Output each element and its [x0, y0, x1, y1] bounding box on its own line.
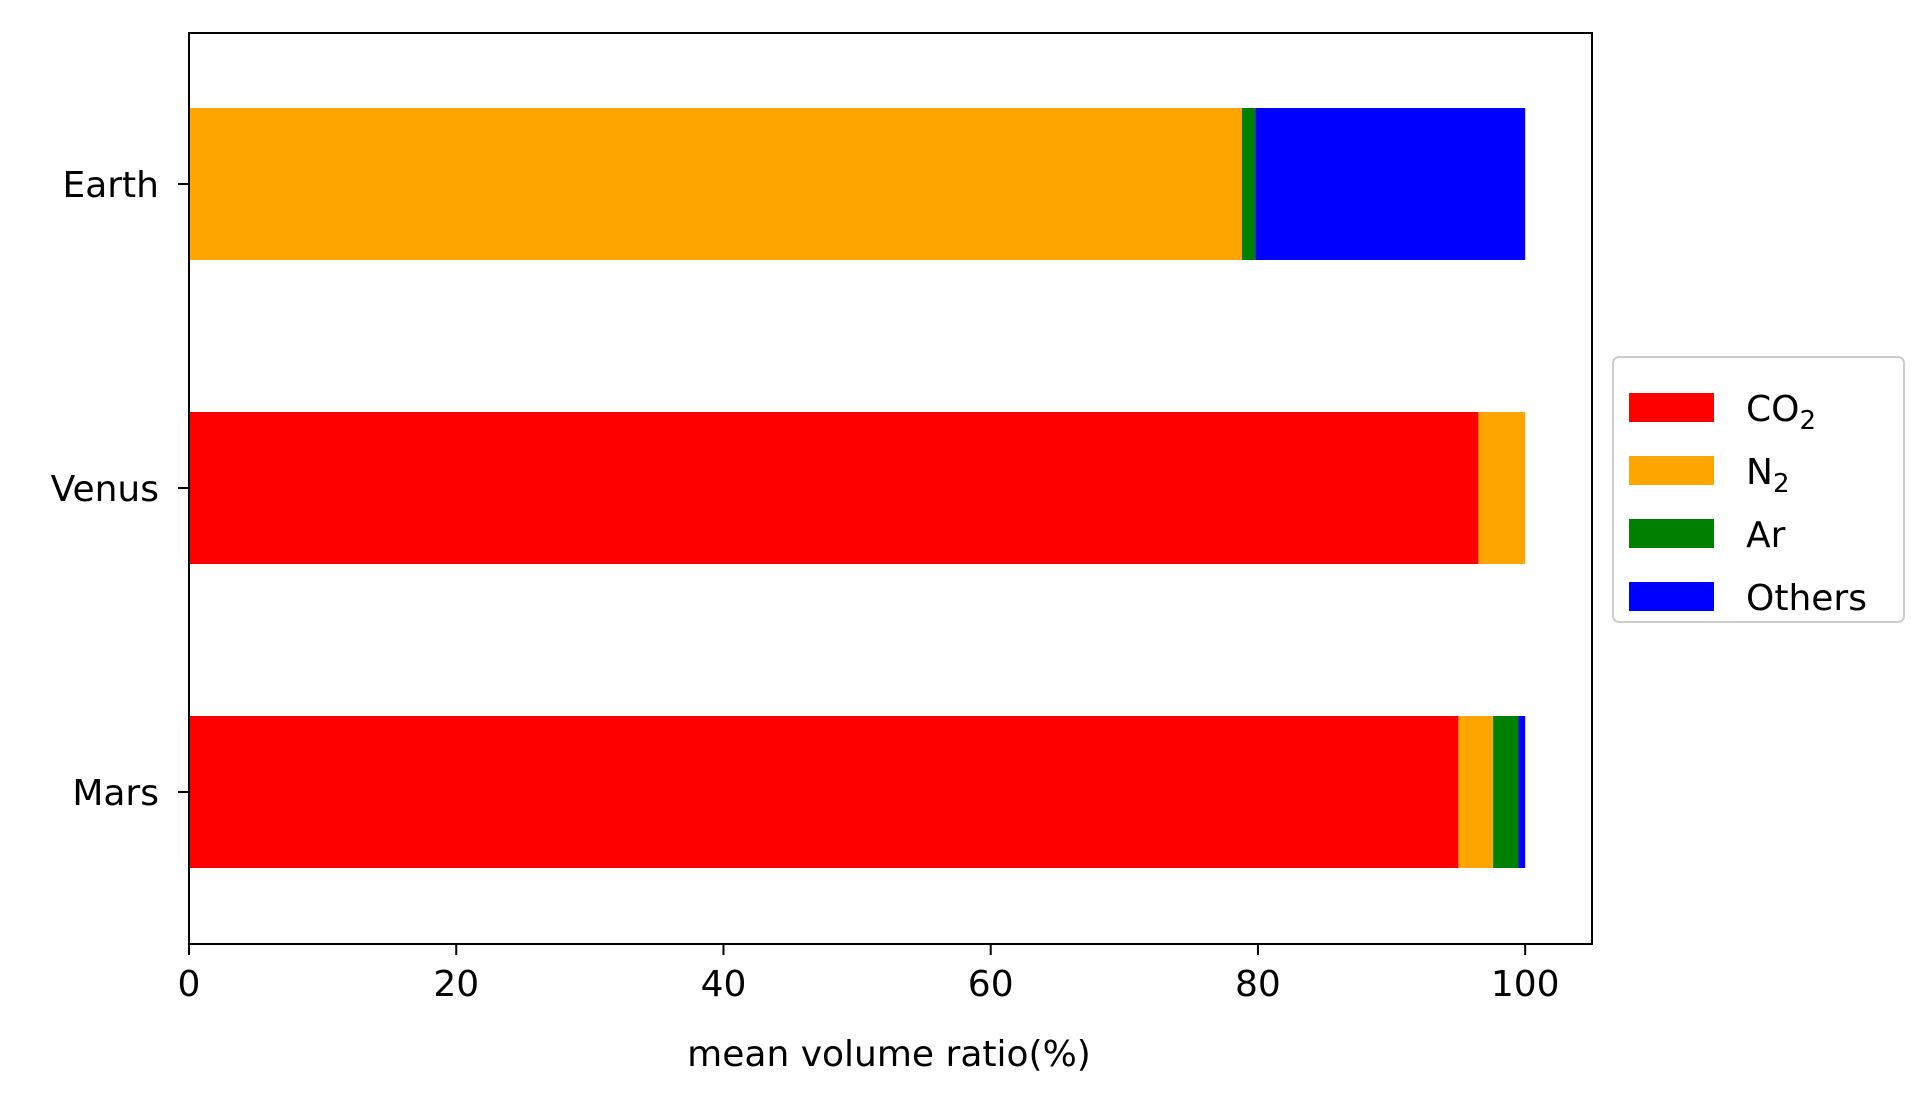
- bars-layer: [189, 108, 1526, 868]
- x-axis: 0 20 40 60 80 100: [178, 944, 1560, 1005]
- x-tick-label: 100: [1491, 964, 1560, 1005]
- bar-earth-n2: [189, 108, 1242, 260]
- bar-venus-n2: [1478, 412, 1526, 564]
- bar-earth-others: [1255, 108, 1526, 260]
- legend-label-n2: N2: [1746, 452, 1789, 499]
- x-tick-label: 80: [1235, 964, 1281, 1005]
- bar-mars-ar: [1493, 716, 1519, 868]
- bar-mars-co2: [189, 716, 1459, 868]
- y-tick-label-mars: Mars: [72, 773, 159, 814]
- legend-label-ar: Ar: [1746, 515, 1786, 556]
- y-tick-label-venus: Venus: [51, 469, 159, 510]
- x-tick-label: 60: [968, 964, 1014, 1005]
- legend-label-others: Others: [1746, 578, 1867, 619]
- legend-swatch-n2: [1629, 456, 1714, 485]
- bar-venus-co2: [189, 412, 1479, 564]
- x-tick-label: 40: [701, 964, 747, 1005]
- bar-mars-n2: [1458, 716, 1494, 868]
- bar-earth-ar: [1241, 108, 1256, 260]
- legend-label-co2: CO2: [1746, 389, 1816, 436]
- x-tick-label: 0: [178, 964, 201, 1005]
- legend-box: [1612, 356, 1905, 623]
- x-tick-label: 20: [433, 964, 479, 1005]
- legend-swatch-ar: [1629, 519, 1714, 548]
- legend-swatch-co2: [1629, 393, 1714, 422]
- y-axis: Mars Venus Earth: [51, 165, 189, 814]
- legend-swatch-others: [1629, 582, 1714, 611]
- bar-mars-others: [1518, 716, 1526, 868]
- x-axis-title: mean volume ratio(%): [687, 1034, 1091, 1075]
- y-tick-label-earth: Earth: [62, 165, 159, 206]
- legend: CO2 N2 Ar Others: [1612, 356, 1905, 623]
